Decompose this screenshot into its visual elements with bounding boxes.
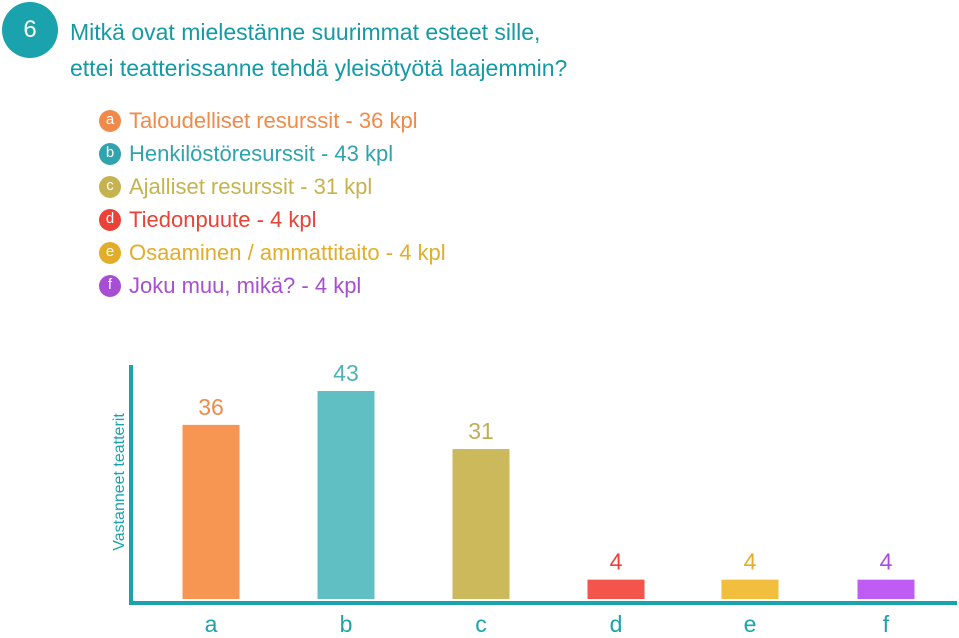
legend-item-e: e Osaaminen / ammattitaito - 4 kpl xyxy=(99,236,446,269)
legend-label-f: Joku muu, mikä? - 4 kpl xyxy=(129,272,362,298)
x-tick-label-e: e xyxy=(744,611,757,637)
legend-label-e: Osaaminen / ammattitaito - 4 kpl xyxy=(129,239,446,265)
legend-item-c: c Ajalliset resurssit - 31 kpl xyxy=(99,170,446,203)
value-label-a: 36 xyxy=(198,394,224,420)
x-tick-label-b: b xyxy=(340,611,353,637)
legend-label-c: Ajalliset resurssit - 31 kpl xyxy=(129,173,373,199)
bar-a xyxy=(182,424,240,599)
bar-d xyxy=(587,579,645,599)
question-title: Mitkä ovat mielestänne suurimmat esteet … xyxy=(70,14,830,86)
value-label-b: 43 xyxy=(333,360,359,386)
y-axis-label: Vastanneet teatterit xyxy=(111,413,128,551)
question-number-badge: 6 xyxy=(2,2,58,58)
x-tick-label-f: f xyxy=(883,611,890,637)
legend-item-f: f Joku muu, mikä? - 4 kpl xyxy=(99,269,446,302)
bar-e xyxy=(721,579,779,599)
legend-badge-a: a xyxy=(99,109,121,132)
x-tick-label-c: c xyxy=(475,611,487,637)
legend-badge-c: c xyxy=(99,175,121,198)
x-tick-label-a: a xyxy=(205,611,218,637)
value-label-c: 31 xyxy=(468,418,494,444)
answer-legend: a Taloudelliset resurssit - 36 kpl b Hen… xyxy=(99,104,446,302)
question-title-line-2: ettei teatterissanne tehdä yleisötyötä l… xyxy=(70,55,568,81)
value-labels-group: 36 43 31 4 4 4 xyxy=(198,360,892,575)
legend-badge-e: e xyxy=(99,241,121,264)
question-title-line-1: Mitkä ovat mielestänne suurimmat esteet … xyxy=(70,19,541,45)
bar-b xyxy=(317,391,375,599)
bar-c xyxy=(452,449,510,599)
legend-item-d: d Tiedonpuute - 4 kpl xyxy=(99,203,446,236)
legend-item-b: b Henkilöstöresurssit - 43 kpl xyxy=(99,137,446,170)
legend-label-a: Taloudelliset resurssit - 36 kpl xyxy=(129,107,418,133)
legend-badge-b: b xyxy=(99,142,121,165)
legend-label-b: Henkilöstöresurssit - 43 kpl xyxy=(129,140,394,166)
value-label-f: 4 xyxy=(880,549,893,575)
x-tick-label-d: d xyxy=(610,611,623,637)
value-label-e: 4 xyxy=(744,549,757,575)
x-tick-labels-group: a b c d e f xyxy=(205,611,890,637)
legend-label-d: Tiedonpuute - 4 kpl xyxy=(129,206,317,232)
value-label-d: 4 xyxy=(610,549,623,575)
legend-item-a: a Taloudelliset resurssit - 36 kpl xyxy=(99,104,446,137)
legend-badge-d: d xyxy=(99,208,121,231)
bar-f xyxy=(857,579,915,599)
legend-badge-f: f xyxy=(99,274,121,297)
bars-group xyxy=(182,391,915,599)
